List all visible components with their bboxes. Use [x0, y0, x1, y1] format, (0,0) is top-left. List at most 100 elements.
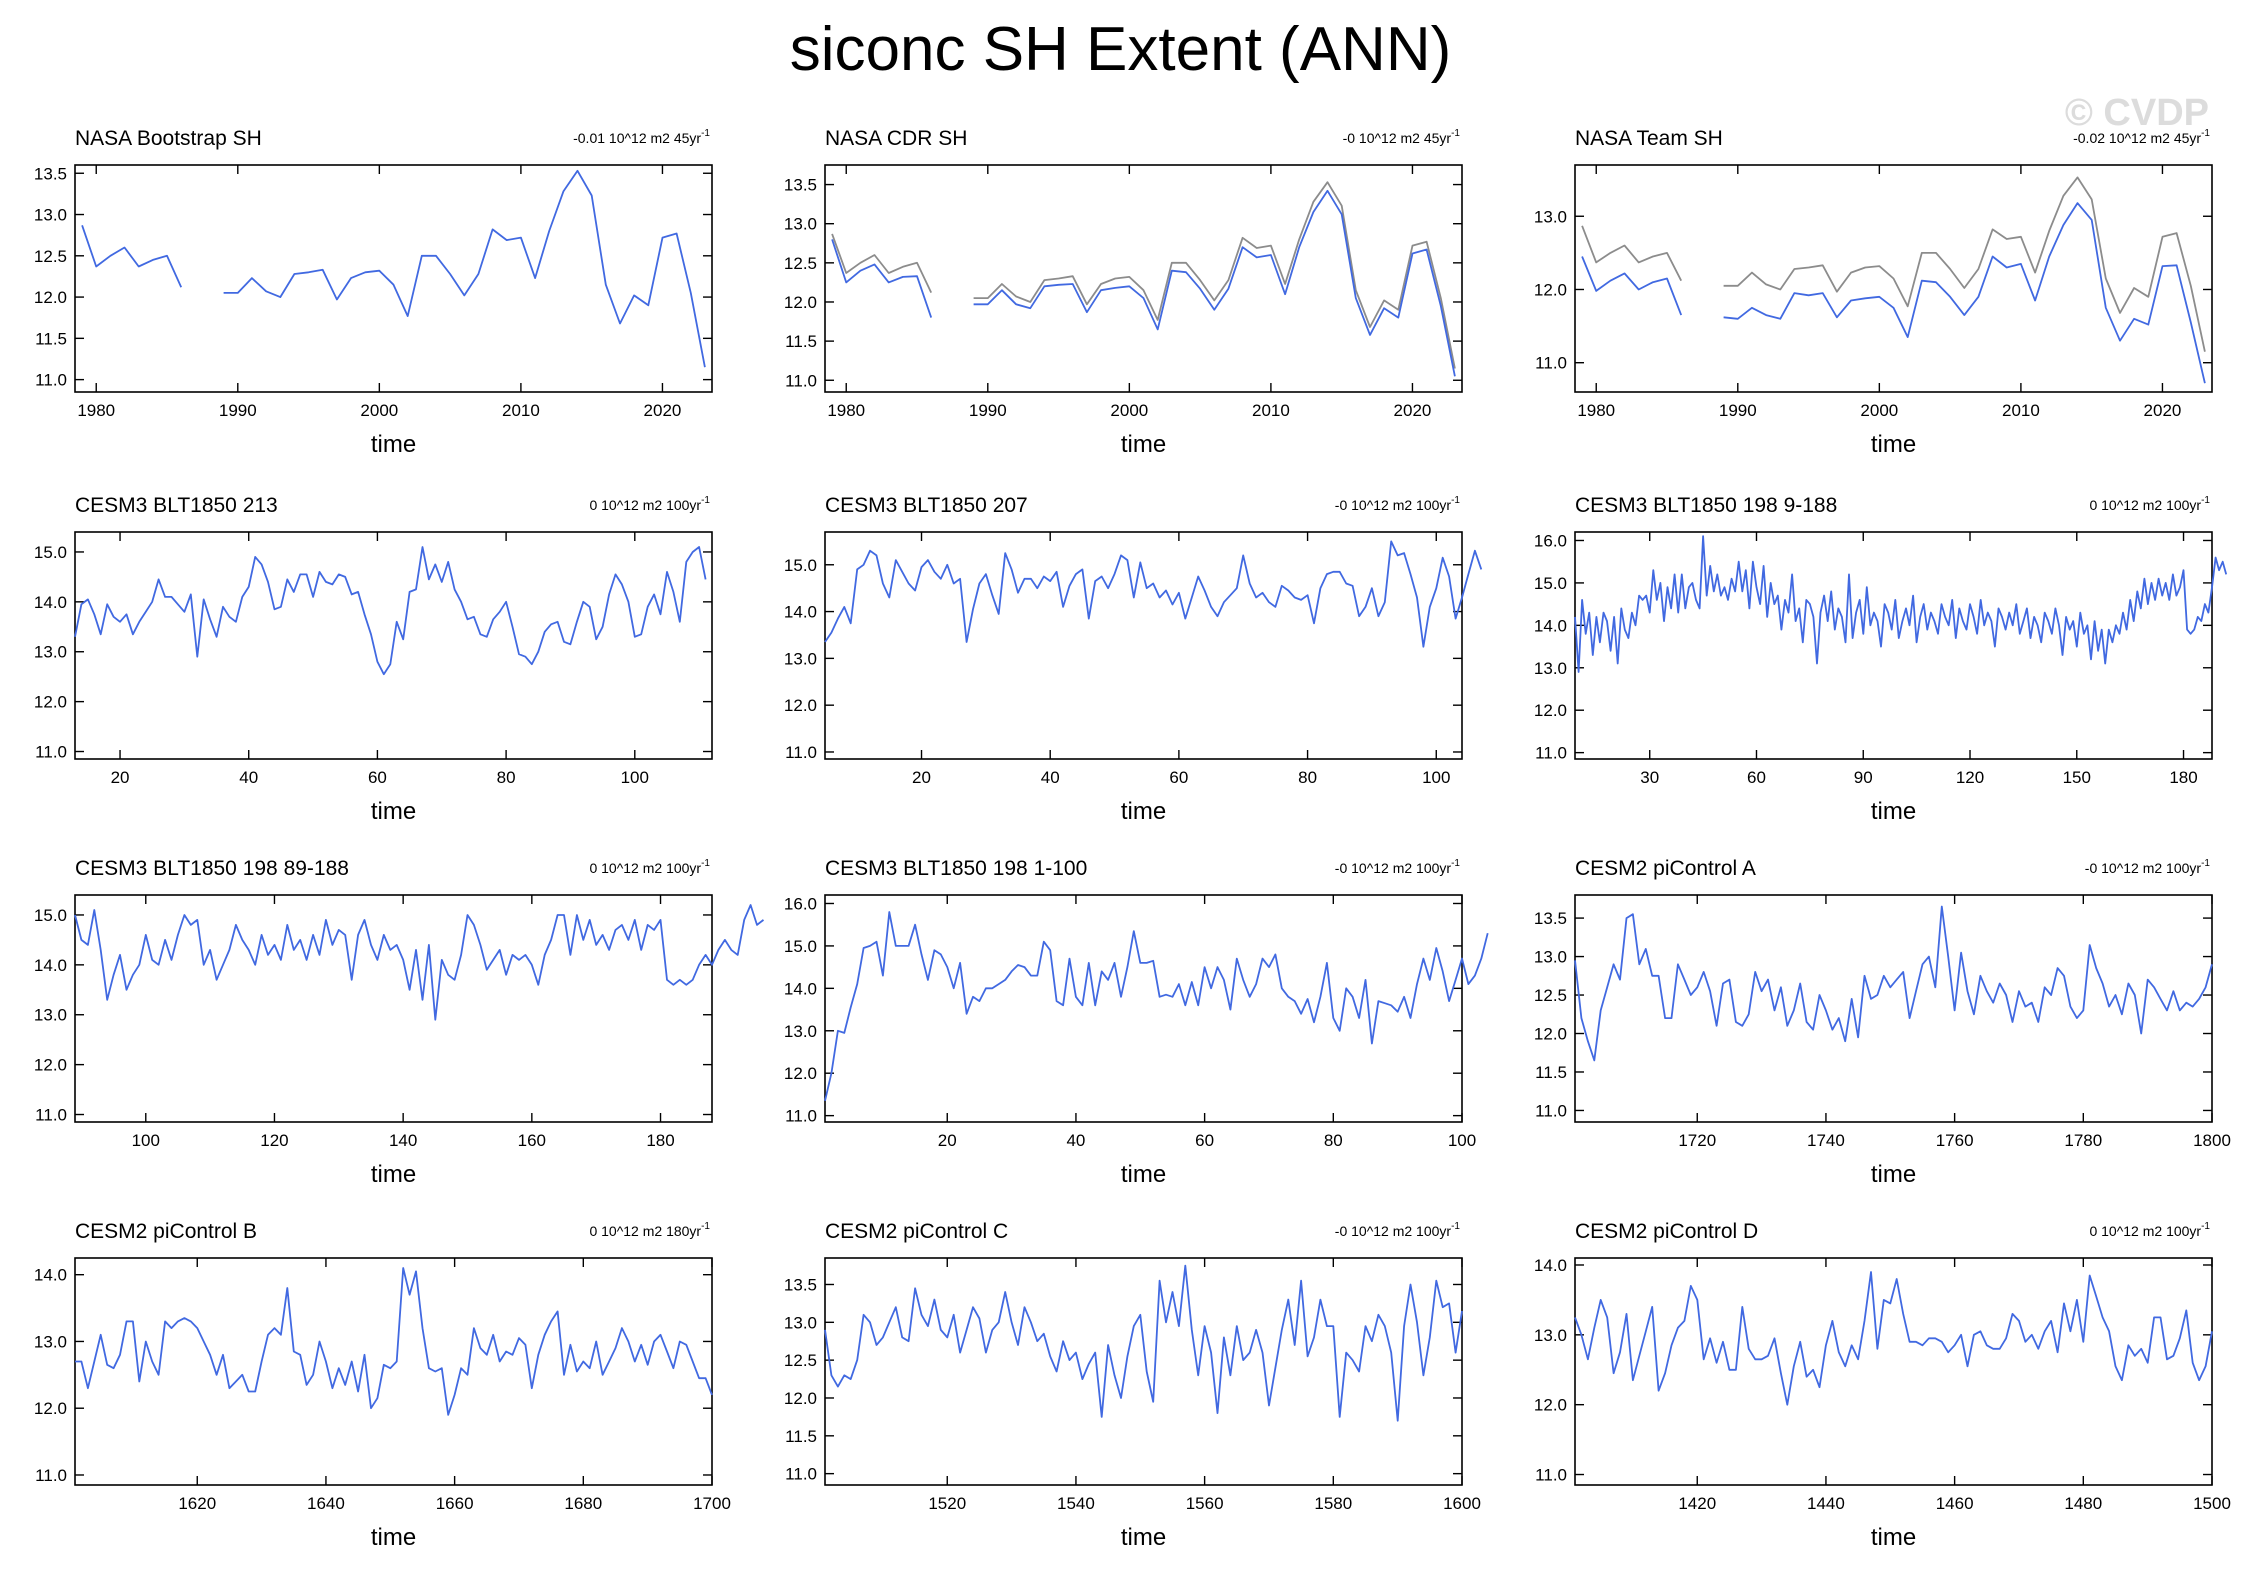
watermark-text: © CVDP	[2064, 92, 2209, 134]
y-tick-label: 14.0	[34, 1266, 67, 1285]
x-tick-label: 180	[2169, 768, 2197, 787]
y-tick-label: 11.0	[1535, 354, 1567, 373]
data-series-line	[81, 169, 706, 368]
y-tick-label: 11.0	[785, 371, 817, 390]
y-tick-label: 13.0	[34, 1006, 67, 1025]
y-tick-label: 13.0	[1534, 207, 1567, 226]
x-tick-label: 80	[1298, 768, 1317, 787]
x-tick-label: 2020	[2144, 401, 2182, 420]
y-tick-label: 12.0	[34, 1399, 67, 1418]
trend-exponent: -1	[2201, 1221, 2210, 1232]
x-tick-label: 2010	[502, 401, 540, 420]
x-tick-label: 40	[1066, 1131, 1085, 1150]
x-tick-label: 2010	[1252, 401, 1290, 420]
x-tick-label: 2000	[1860, 401, 1898, 420]
x-tick-label: 1420	[1678, 1494, 1716, 1513]
plot-frame	[74, 894, 713, 1123]
x-tick-label: 100	[1448, 1131, 1476, 1150]
trend-annotation: 0 10^12 m2 180yr-1	[589, 1221, 710, 1239]
panel-title: CESM2 piControl A	[1575, 857, 1756, 880]
trend-text: -0.01 10^12 m2 45yr	[573, 130, 701, 146]
y-tick-label: 13.5	[784, 176, 817, 195]
y-tick-label: 13.0	[784, 649, 817, 668]
panel-title: CESM2 piControl D	[1575, 1220, 1758, 1243]
y-tick-label: 11.0	[785, 743, 817, 762]
chart-panel-2: NASA CDR SH -0 10^12 m2 45yr-1 11.0 11.5 12.…	[784, 127, 1463, 458]
trend-exponent: -1	[701, 1221, 710, 1232]
y-tick-label: 15.0	[784, 556, 817, 575]
x-tick-label: 1990	[1719, 401, 1757, 420]
trend-annotation: -0 10^12 m2 100yr-1	[2085, 858, 2211, 876]
y-tick-label: 14.0	[784, 979, 817, 998]
y-tick-label: 12.5	[34, 247, 67, 266]
x-tick-label: 1760	[1936, 1131, 1974, 1150]
panel-title: CESM3 BLT1850 207	[825, 494, 1028, 517]
x-tick-label: 60	[368, 768, 387, 787]
trend-annotation: -0 10^12 m2 100yr-1	[1335, 858, 1461, 876]
trend-text: 0 10^12 m2 100yr	[589, 860, 701, 876]
y-tick-label: 13.0	[34, 1332, 67, 1351]
trend-text: 0 10^12 m2 100yr	[2089, 497, 2201, 513]
y-tick-label: 13.5	[34, 164, 67, 183]
y-tick-label: 14.0	[1534, 616, 1567, 635]
x-axis-label: time	[1121, 1524, 1166, 1551]
y-tick-label: 11.0	[35, 1466, 67, 1485]
y-tick-label: 11.0	[35, 371, 67, 390]
y-tick-label: 11.0	[35, 1106, 67, 1125]
y-tick-label: 12.0	[784, 696, 817, 715]
x-tick-label: 1600	[1443, 1494, 1481, 1513]
x-tick-label: 60	[1169, 768, 1188, 787]
trend-annotation: -0 10^12 m2 100yr-1	[1335, 495, 1461, 513]
trend-text: -0 10^12 m2 100yr	[1335, 497, 1452, 513]
y-tick-label: 11.0	[785, 1465, 817, 1484]
panel-title: CESM2 piControl C	[825, 1220, 1008, 1243]
plot-frame	[74, 164, 713, 393]
y-tick-label: 13.0	[784, 1313, 817, 1332]
y-tick-label: 13.0	[34, 643, 67, 662]
y-tick-label: 11.5	[1535, 1063, 1567, 1082]
x-tick-label: 2010	[2002, 401, 2040, 420]
x-tick-label: 160	[518, 1131, 546, 1150]
y-tick-label: 13.0	[784, 1022, 817, 1041]
y-tick-label: 11.0	[1535, 1466, 1567, 1485]
x-tick-label: 150	[2063, 768, 2091, 787]
y-tick-label: 12.0	[34, 693, 67, 712]
y-tick-label: 15.0	[34, 543, 67, 562]
x-tick-label: 1460	[1936, 1494, 1974, 1513]
plot-frame	[1574, 164, 2213, 393]
y-tick-label: 12.0	[784, 293, 817, 312]
plot-frame	[74, 1257, 713, 1486]
trend-exponent: -1	[2201, 495, 2210, 506]
trend-exponent: -1	[1451, 1221, 1460, 1232]
figure-title: siconc SH Extent (ANN)	[789, 15, 1452, 84]
x-tick-label: 100	[132, 1131, 160, 1150]
x-tick-label: 1680	[564, 1494, 602, 1513]
trend-annotation: 0 10^12 m2 100yr-1	[589, 495, 710, 513]
y-tick-label: 13.0	[784, 215, 817, 234]
data-series-line	[1574, 905, 2213, 1062]
x-tick-label: 1560	[1186, 1494, 1224, 1513]
y-tick-label: 12.5	[1534, 986, 1567, 1005]
y-tick-label: 15.0	[34, 906, 67, 925]
y-tick-label: 15.0	[784, 937, 817, 956]
data-series-line	[74, 904, 765, 1021]
trend-exponent: -1	[701, 495, 710, 506]
trend-exponent: -1	[1451, 128, 1460, 139]
trend-text: -0 10^12 m2 100yr	[2085, 860, 2202, 876]
trend-exponent: -1	[1451, 495, 1460, 506]
panel-title: CESM2 piControl B	[75, 1220, 257, 1243]
x-tick-label: 1990	[969, 401, 1007, 420]
plot-frame	[1574, 531, 2213, 760]
x-axis-label: time	[371, 431, 416, 458]
x-tick-label: 1980	[1577, 401, 1615, 420]
plot-frame	[824, 1257, 1463, 1486]
trend-annotation: 0 10^12 m2 100yr-1	[2089, 1221, 2210, 1239]
x-tick-label: 1500	[2193, 1494, 2231, 1513]
y-tick-label: 16.0	[1534, 531, 1567, 550]
y-tick-label: 12.0	[1534, 1396, 1567, 1415]
x-axis-label: time	[1121, 798, 1166, 825]
trend-text: -0 10^12 m2 100yr	[1335, 1223, 1452, 1239]
x-tick-label: 1440	[1807, 1494, 1845, 1513]
y-tick-label: 11.5	[785, 332, 817, 351]
y-tick-label: 11.0	[1535, 744, 1567, 763]
